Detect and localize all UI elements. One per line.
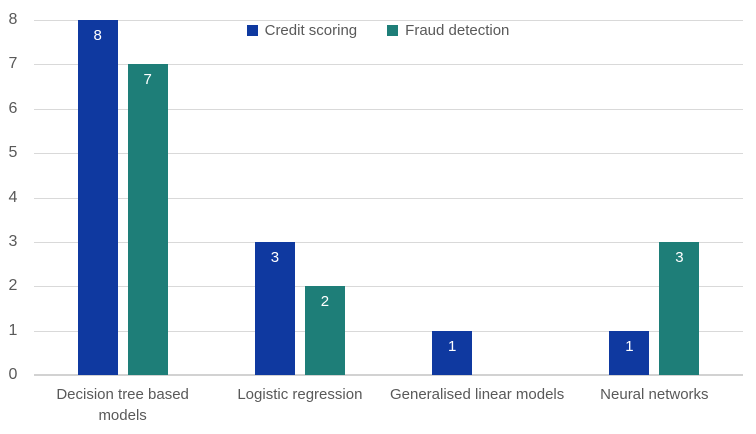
chart-legend: Credit scoring Fraud detection [0, 22, 756, 39]
y-tick-label: 2 [8, 277, 18, 295]
bar-value-label: 7 [143, 71, 152, 89]
grid-line [34, 286, 743, 288]
y-tick-label: 0 [8, 366, 18, 383]
y-tick-label: 1 [8, 321, 18, 339]
x-category-label: Neural networks [600, 386, 709, 403]
y-tick-label: 8 [8, 11, 18, 28]
bar-credit-scoring: 1 [432, 330, 473, 375]
x-category-label: Generalised linear models [389, 386, 565, 403]
grid-line [34, 108, 743, 110]
grid-line [34, 330, 743, 332]
bar-value-label: 8 [93, 27, 102, 44]
grid-line [34, 20, 743, 21]
bar-value-label: 3 [270, 248, 280, 266]
x-category-label: Logistic regression [237, 386, 363, 403]
legend-swatch [387, 25, 399, 36]
x-axis-line [34, 374, 743, 376]
grid-line [34, 64, 743, 66]
y-tick-label: 3 [8, 232, 18, 250]
legend-swatch [246, 25, 258, 36]
bar-fraud-detection: 3 [659, 241, 700, 375]
x-category-label: Decision tree based models [56, 386, 189, 424]
y-tick-label: 7 [8, 55, 18, 73]
bar-credit-scoring: 8 [77, 20, 118, 375]
bar-value-label: 1 [625, 337, 634, 355]
legend-label: Credit scoring [264, 22, 358, 39]
legend-item: Credit scoring [246, 22, 358, 39]
bar-value-label: 3 [675, 248, 684, 266]
y-tick-label: 4 [8, 188, 18, 206]
grid-line [34, 241, 743, 243]
bar-value-label: 2 [320, 293, 330, 311]
bar-fraud-detection: 2 [304, 286, 345, 375]
bar-fraud-detection: 7 [127, 64, 168, 375]
grid-line [34, 197, 743, 199]
y-tick-label: 5 [8, 144, 18, 162]
legend-item: Fraud detection [387, 22, 509, 39]
y-tick-label: 6 [8, 99, 18, 117]
bar-credit-scoring: 1 [609, 330, 650, 375]
grid-line [34, 153, 743, 155]
bar-value-label: 1 [447, 337, 457, 355]
legend-label: Fraud detection [405, 22, 510, 39]
bar-credit-scoring: 3 [254, 241, 295, 375]
